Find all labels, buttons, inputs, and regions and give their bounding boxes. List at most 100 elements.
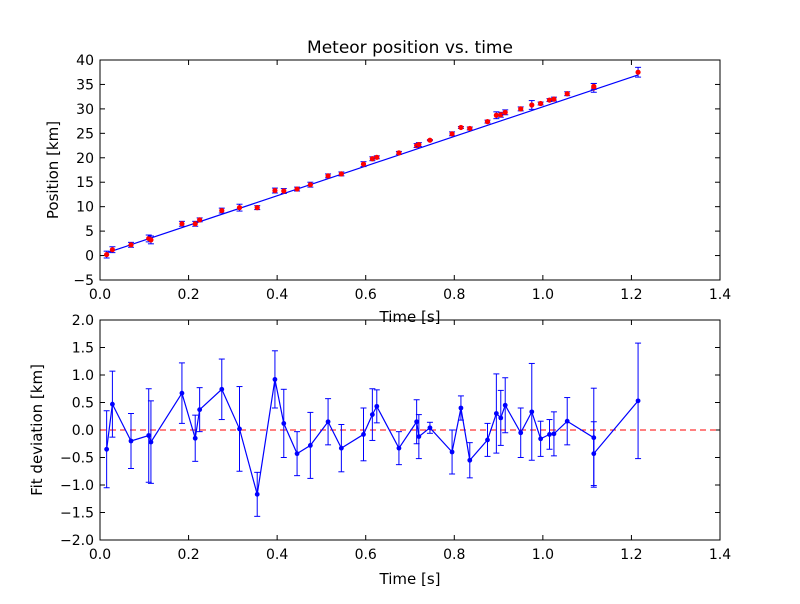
residual-point <box>518 430 524 436</box>
residual-line <box>106 379 639 495</box>
y-tick-label: −0.5 <box>60 451 94 467</box>
y-tick-label: 5 <box>85 224 94 240</box>
x-tick-label: 0.6 <box>355 547 377 563</box>
y-tick-label: 30 <box>76 102 94 118</box>
position-chart-plot-area <box>103 66 642 259</box>
x-tick-label: 1.2 <box>620 287 642 303</box>
y-tick-label: −1.0 <box>60 478 94 494</box>
data-point <box>374 154 380 160</box>
residual-point <box>427 425 433 431</box>
data-point <box>192 221 198 227</box>
x-tick-label: 1.0 <box>532 287 554 303</box>
y-tick-label: −1.5 <box>60 506 94 522</box>
data-point <box>635 69 641 75</box>
residual-chart-frame <box>99 319 721 541</box>
y-tick-label: 20 <box>76 151 94 167</box>
position-chart-x-axis-label: Time [s] <box>379 308 441 326</box>
residual-point <box>361 432 366 437</box>
residual-chart-plot-area <box>100 342 720 517</box>
data-point <box>467 125 473 132</box>
x-tick-label: 0.2 <box>177 547 199 563</box>
residual-point <box>146 433 152 438</box>
residual-point <box>538 436 544 442</box>
residual-point <box>493 411 499 416</box>
residual-point <box>502 402 508 408</box>
x-tick-label: 1.2 <box>620 547 642 563</box>
data-point <box>546 97 553 103</box>
residual-chart-x-axis-label: Time [s] <box>379 570 441 588</box>
x-tick-label: 0.8 <box>443 547 465 563</box>
residual-point <box>547 432 552 437</box>
y-tick-label: 1.0 <box>72 368 94 384</box>
residual-point <box>458 405 464 411</box>
data-point <box>179 221 185 227</box>
residual-point <box>396 445 402 451</box>
data-point <box>197 217 203 223</box>
residual-point <box>179 390 185 396</box>
position-chart-y-axis-label: Position [km] <box>44 121 62 219</box>
data-point <box>416 141 422 148</box>
data-point <box>427 137 433 143</box>
data-point <box>254 205 260 211</box>
data-point <box>360 161 367 167</box>
data-point <box>484 119 491 125</box>
data-point <box>236 205 243 211</box>
residual-point <box>237 426 242 432</box>
data-point <box>396 150 402 156</box>
data-point <box>538 100 544 107</box>
data-point <box>518 106 524 112</box>
x-tick-label: 0.4 <box>266 547 288 563</box>
data-point <box>148 237 154 243</box>
data-point <box>369 156 375 162</box>
y-tick-label: 10 <box>76 200 94 216</box>
residual-point <box>219 386 225 392</box>
residual-point <box>294 451 300 457</box>
data-point <box>307 182 313 188</box>
data-point <box>458 124 464 131</box>
residual-point <box>307 443 313 448</box>
y-tick-label: 25 <box>76 126 94 142</box>
residual-point <box>591 451 597 457</box>
data-point <box>219 207 225 214</box>
data-point <box>281 188 287 194</box>
residual-point <box>128 438 134 444</box>
data-point <box>128 242 134 248</box>
x-tick-label: 0.0 <box>89 547 111 563</box>
data-point <box>591 83 597 89</box>
y-tick-label: 15 <box>76 175 94 191</box>
y-tick-label: 0.0 <box>72 423 94 439</box>
x-tick-label: 1.0 <box>532 547 554 563</box>
data-point <box>449 131 455 137</box>
residual-point <box>635 398 641 404</box>
residual-point <box>104 446 110 452</box>
x-tick-label: 1.4 <box>709 547 731 563</box>
data-point <box>493 112 499 118</box>
y-tick-label: −2.0 <box>60 533 94 549</box>
residual-point <box>416 434 422 439</box>
residual-point <box>485 437 490 443</box>
y-tick-label: 0.5 <box>72 396 94 412</box>
y-tick-label: −5 <box>73 273 94 289</box>
residual-point <box>369 412 375 417</box>
position-chart-frame <box>99 59 721 281</box>
residual-point <box>325 419 331 425</box>
data-point <box>325 173 331 179</box>
residual-point <box>254 491 260 497</box>
x-tick-label: 1.4 <box>709 287 731 303</box>
data-point <box>529 102 535 108</box>
x-tick-label: 0.2 <box>177 287 199 303</box>
chart-title: Meteor position vs. time <box>307 38 513 58</box>
residual-point <box>192 435 198 441</box>
residual-point <box>281 421 287 426</box>
y-tick-label: 2.0 <box>72 313 94 329</box>
x-tick-label: 0.4 <box>266 287 288 303</box>
residual-point <box>272 377 278 382</box>
residual-point <box>467 457 473 463</box>
x-tick-label: 0.0 <box>89 287 111 303</box>
data-point <box>294 186 300 192</box>
y-tick-label: 40 <box>76 53 94 69</box>
residual-chart-y-axis-label: Fit deviation [km] <box>28 364 46 496</box>
residual-point <box>414 419 420 425</box>
